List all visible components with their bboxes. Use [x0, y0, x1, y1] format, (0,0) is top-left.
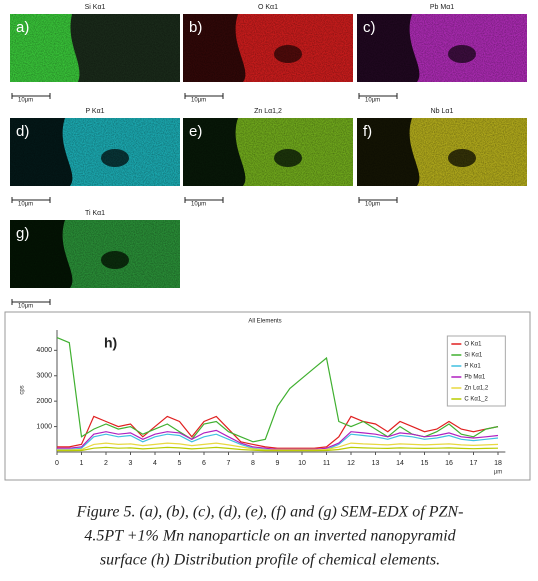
- scale-label: 10μm: [18, 304, 33, 310]
- panel-letter: d): [16, 123, 29, 140]
- x-axis-label: µm: [494, 470, 502, 476]
- legend-label: C Kα1_2: [464, 397, 488, 403]
- panel-letter: h): [104, 335, 117, 351]
- x-tick-label: 6: [202, 460, 206, 467]
- element-label: O Kα1: [258, 4, 278, 11]
- x-tick-label: 14: [396, 460, 404, 467]
- caption-line: surface (h) Distribution profile of chem…: [100, 552, 440, 569]
- scale-label: 10μm: [365, 98, 380, 104]
- series-line: [57, 442, 499, 451]
- x-tick-label: 17: [470, 460, 478, 467]
- x-tick-label: 7: [227, 460, 231, 467]
- legend-label: Si Kα1: [464, 353, 482, 359]
- legend-box: [446, 335, 506, 407]
- y-tick-label: 2000: [36, 398, 52, 405]
- x-tick-label: 13: [372, 460, 380, 467]
- scale-label: 10μm: [191, 98, 206, 104]
- x-tick-label: 18: [494, 460, 502, 467]
- map-noise: [183, 14, 353, 82]
- element-label: Ti Kα1: [85, 210, 105, 217]
- element-label: P Kα1: [85, 108, 104, 115]
- map-noise: [10, 220, 180, 288]
- x-tick-label: 5: [178, 460, 182, 467]
- scale-label: 10μm: [18, 202, 33, 208]
- panel-letter: a): [16, 19, 29, 36]
- chart-title: All Elements: [248, 319, 281, 325]
- x-tick-label: 2: [104, 460, 108, 467]
- map-noise: [357, 118, 527, 186]
- legend-label: Zn Lα1,2: [464, 386, 488, 392]
- x-tick-label: 4: [153, 460, 157, 467]
- series-line: [57, 415, 499, 449]
- element-label: Si Kα1: [85, 4, 106, 11]
- panel-letter: f): [363, 123, 372, 140]
- x-tick-label: 0: [55, 460, 59, 467]
- x-tick-label: 8: [251, 460, 255, 467]
- legend-label: Pb Mα1: [464, 375, 485, 381]
- x-tick-label: 15: [421, 460, 429, 467]
- y-axis-label: cps: [20, 385, 26, 394]
- x-tick-label: 12: [347, 460, 355, 467]
- map-noise: [183, 118, 353, 186]
- map-noise: [10, 14, 180, 82]
- panel-letter: e): [189, 123, 202, 140]
- panel-letter: g): [16, 225, 29, 242]
- x-tick-label: 10: [298, 460, 306, 467]
- map-noise: [10, 118, 180, 186]
- legend-label: O Kα1: [464, 342, 482, 348]
- y-tick-label: 4000: [36, 347, 52, 354]
- map-noise: [357, 14, 527, 82]
- element-label: Pb Mα1: [430, 4, 454, 11]
- scale-label: 10μm: [365, 202, 380, 208]
- caption-line: Figure 5. (a), (b), (c), (d), (e), (f) a…: [76, 504, 464, 521]
- scale-label: 10μm: [191, 202, 206, 208]
- y-tick-label: 3000: [36, 373, 52, 380]
- x-tick-label: 1: [80, 460, 84, 467]
- x-tick-label: 16: [445, 460, 453, 467]
- panel-letter: b): [189, 19, 202, 36]
- caption-line: 4.5PT +1% Mn nanoparticle on an inverted…: [84, 528, 456, 545]
- x-tick-label: 9: [276, 460, 280, 467]
- y-tick-label: 1000: [36, 423, 52, 430]
- scale-label: 10μm: [18, 98, 33, 104]
- x-tick-label: 11: [323, 460, 330, 467]
- x-tick-label: 3: [129, 460, 133, 467]
- series-line: [57, 446, 499, 452]
- legend-label: P Kα1: [464, 364, 481, 370]
- panel-letter: c): [363, 19, 376, 36]
- element-label: Nb Lα1: [431, 108, 454, 115]
- element-label: Zn Lα1,2: [254, 108, 282, 115]
